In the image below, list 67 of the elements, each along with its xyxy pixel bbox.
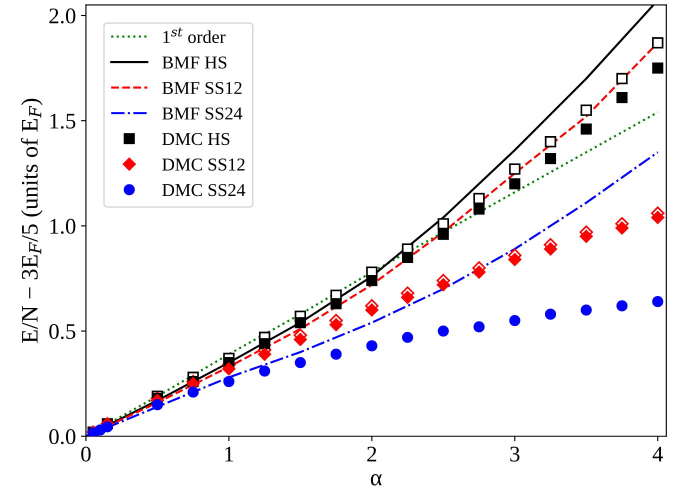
- point: [652, 296, 664, 308]
- point: [580, 124, 592, 135]
- point: [152, 399, 163, 410]
- y-tick-label: 1.0: [50, 218, 76, 234]
- point: [616, 92, 628, 104]
- legend-label: 1$^{st}$ order: [163, 28, 226, 44]
- point: [509, 314, 520, 326]
- point: [188, 386, 199, 398]
- legend-label: DMC HS: [162, 132, 230, 146]
- y-tick-label: 0.5: [49, 324, 76, 340]
- point: [615, 221, 629, 235]
- point: [616, 72, 628, 84]
- y-tick-label: 0.0: [49, 429, 76, 444]
- point: [473, 192, 485, 204]
- point: [294, 332, 307, 346]
- legend-label: BMF SS24: [162, 107, 242, 120]
- point: [294, 357, 306, 368]
- point: [651, 210, 664, 224]
- x-tick-label: 4: [652, 446, 663, 462]
- point: [472, 266, 486, 279]
- point: [223, 376, 234, 388]
- point: [259, 338, 270, 350]
- point: [402, 332, 414, 343]
- point: [330, 298, 342, 310]
- point: [222, 362, 236, 376]
- point: [473, 203, 485, 215]
- point: [438, 218, 450, 230]
- point: [438, 228, 449, 240]
- point: [294, 317, 306, 328]
- point: [366, 340, 378, 352]
- point: [259, 365, 270, 377]
- point: [102, 421, 113, 432]
- point: [544, 136, 556, 148]
- x-axis-title: α: [370, 474, 382, 486]
- point: [330, 318, 343, 332]
- y-axis-title: E/N − 3E$_{F}$/5 (units of E$_{F}$): [20, 98, 43, 343]
- point: [330, 348, 342, 360]
- point: [473, 321, 485, 332]
- point: [258, 348, 272, 361]
- y-tick-label: 2.0: [49, 8, 76, 24]
- point: [580, 104, 592, 116]
- point: [652, 37, 664, 49]
- y-tick-label: 1.5: [50, 114, 76, 129]
- point: [616, 300, 628, 312]
- point: [652, 62, 664, 74]
- x-tick-label: 2: [367, 446, 376, 462]
- legend-label: BMF SS12: [162, 82, 242, 94]
- x-tick-label: 0: [81, 446, 91, 462]
- legend-label: BMF HS: [162, 56, 226, 69]
- point: [580, 230, 593, 243]
- x-tick-label: 1: [225, 446, 234, 462]
- point: [402, 252, 414, 263]
- point: [544, 153, 556, 164]
- point: [509, 163, 520, 175]
- point: [544, 308, 556, 320]
- legend-label: DMC SS24: [162, 184, 246, 196]
- point: [400, 290, 414, 304]
- point: [436, 278, 450, 292]
- point: [580, 304, 592, 316]
- point: [508, 252, 522, 266]
- point: [509, 178, 520, 190]
- x-tick-label: 3: [510, 446, 520, 462]
- point: [365, 303, 378, 317]
- point: [544, 242, 558, 256]
- point: [366, 275, 378, 286]
- legend-label: DMC SS12: [162, 158, 245, 171]
- point: [438, 326, 449, 337]
